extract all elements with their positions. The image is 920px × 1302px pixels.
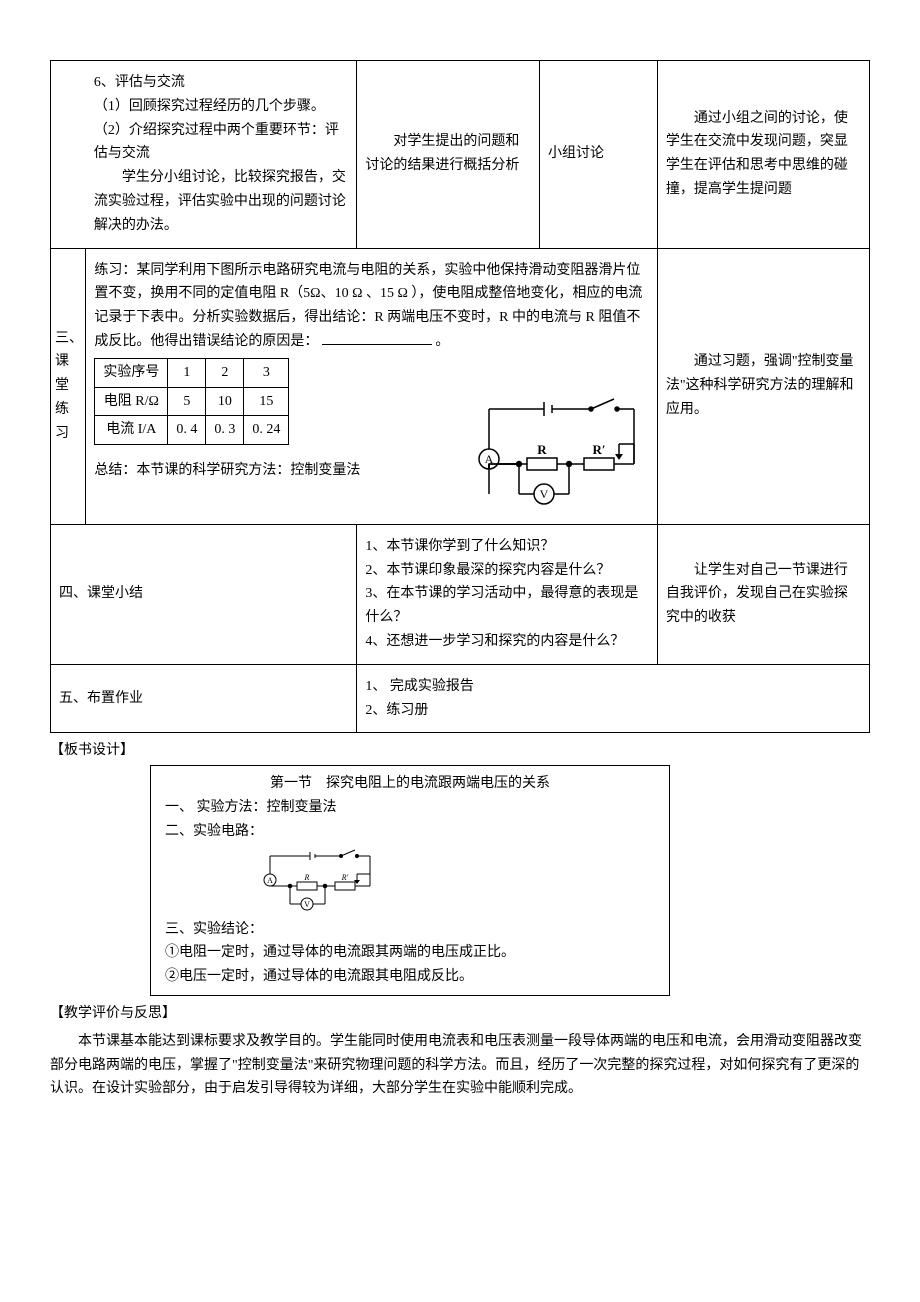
row2-col-d: 通过习题，强调"控制变量法"这种科学研究方法的理解和应用。 bbox=[657, 248, 869, 524]
voltmeter-label: V bbox=[540, 487, 549, 501]
row2-content: 练习：某同学利用下图所示电路研究电流与电阻的关系，实验中他保持滑动变阻器滑片位置… bbox=[86, 248, 658, 524]
experiment-data-table: 实验序号 1 2 3 电阻 R/Ω 5 10 15 电流 I/A bbox=[94, 358, 289, 445]
board-line3: 三、实验结论： bbox=[165, 918, 655, 942]
row1-col-d: 通过小组之间的讨论，使学生在交流中发现问题，突显学生在评估和思考中思维的碰撞，提… bbox=[657, 61, 869, 249]
data-td: 5 bbox=[168, 387, 206, 416]
row3-label: 四、课堂小结 bbox=[51, 524, 357, 664]
data-td: 0. 4 bbox=[168, 416, 206, 445]
row2-label: 三、课堂练习 bbox=[51, 248, 86, 524]
row3-q: 1、本节课你学到了什么知识？ bbox=[365, 535, 648, 559]
mini-rp-label: R′ bbox=[341, 873, 349, 882]
table-row: 三、课堂练习 练习：某同学利用下图所示电路研究电流与电阻的关系，实验中他保持滑动… bbox=[51, 248, 870, 524]
ammeter-label: A bbox=[485, 452, 494, 466]
row1-a-line: 学生分小组讨论，比较探究报告，交流实验过程，评估实验中出现的问题讨论解决的办法。 bbox=[94, 166, 349, 237]
exercise-text: 练习：某同学利用下图所示电路研究电流与电阻的关系，实验中他保持滑动变阻器滑片位置… bbox=[94, 263, 642, 349]
row4-item: 2、练习册 bbox=[365, 699, 861, 723]
row3-questions: 1、本节课你学到了什么知识？ 2、本节课印象最深的探究内容是什么？ 3、在本节课… bbox=[357, 524, 657, 664]
row1-a-line: （1）回顾探究过程经历的几个步骤。 bbox=[94, 95, 349, 119]
row1-col-a: 6、评估与交流 （1）回顾探究过程经历的几个步骤。 （2）介绍探究过程中两个重要… bbox=[86, 61, 357, 249]
board-conclusion2: ②电压一定时，通过导体的电流跟其电阻成反比。 bbox=[165, 965, 655, 989]
row4-item: 1、 完成实验报告 bbox=[365, 675, 861, 699]
row3-q: 2、本节课印象最深的探究内容是什么？ bbox=[365, 559, 648, 583]
row3-q: 4、还想进一步学习和探究的内容是什么？ bbox=[365, 630, 648, 654]
reflection-header: 【教学评价与反思】 bbox=[50, 1002, 870, 1026]
mini-circuit-icon: A V R R′ bbox=[255, 846, 385, 916]
data-td: 15 bbox=[244, 387, 289, 416]
data-th: 2 bbox=[206, 358, 244, 387]
data-td: 0. 3 bbox=[206, 416, 244, 445]
data-td: 电流 I/A bbox=[95, 416, 168, 445]
mini-v-label: V bbox=[304, 900, 310, 909]
exercise-summary: 总结：本节课的科学研究方法：控制变量法 bbox=[94, 459, 449, 483]
board-design-box: 第一节 探究电阻上的电流跟两端电压的关系 一、 实验方法：控制变量法 二、实验电… bbox=[150, 765, 670, 996]
row1-a-line: （2）介绍探究过程中两个重要环节：评估与交流 bbox=[94, 119, 349, 167]
row1-label-cell bbox=[51, 61, 86, 249]
lesson-plan-table: 6、评估与交流 （1）回顾探究过程经历的几个步骤。 （2）介绍探究过程中两个重要… bbox=[50, 60, 870, 733]
board-line2: 二、实验电路： bbox=[165, 820, 655, 844]
row1-a-line: 6、评估与交流 bbox=[94, 71, 349, 95]
blank-fill bbox=[322, 344, 432, 345]
exercise-tail: 。 bbox=[435, 334, 449, 349]
row1-col-c: 小组讨论 bbox=[540, 61, 658, 249]
data-td: 10 bbox=[206, 387, 244, 416]
data-th: 3 bbox=[244, 358, 289, 387]
board-line1: 一、 实验方法：控制变量法 bbox=[165, 796, 655, 820]
table-row: 五、布置作业 1、 完成实验报告 2、练习册 bbox=[51, 664, 870, 733]
board-conclusion1: ①电阻一定时，通过导体的电流跟其两端的电压成正比。 bbox=[165, 941, 655, 965]
board-title: 第一节 探究电阻上的电流跟两端电压的关系 bbox=[165, 772, 655, 796]
rheostat-label: R′ bbox=[592, 442, 605, 457]
data-td: 电阻 R/Ω bbox=[95, 387, 168, 416]
row3-col-d: 让学生对自己一节课进行自我评价，发现自己在实验探究中的收获 bbox=[657, 524, 869, 664]
row4-label: 五、布置作业 bbox=[51, 664, 357, 733]
table-row: 6、评估与交流 （1）回顾探究过程经历的几个步骤。 （2）介绍探究过程中两个重要… bbox=[51, 61, 870, 249]
board-design-header: 【板书设计】 bbox=[50, 739, 870, 763]
row3-q: 3、在本节课的学习活动中，最得意的表现是什么？ bbox=[365, 582, 648, 630]
resistor-r-label: R bbox=[537, 442, 547, 457]
row1-col-b: 对学生提出的问题和讨论的结果进行概括分析 bbox=[357, 61, 540, 249]
mini-r-label: R bbox=[304, 873, 310, 882]
mini-a-label: A bbox=[267, 876, 273, 885]
circuit-diagram-icon: A V R R′ bbox=[469, 394, 649, 514]
data-th: 1 bbox=[168, 358, 206, 387]
row4-items: 1、 完成实验报告 2、练习册 bbox=[357, 664, 870, 733]
reflection-body: 本节课基本能达到课标要求及教学目的。学生能同时使用电流表和电压表测量一段导体两端… bbox=[50, 1030, 870, 1101]
data-td: 0. 24 bbox=[244, 416, 289, 445]
table-row: 四、课堂小结 1、本节课你学到了什么知识？ 2、本节课印象最深的探究内容是什么？… bbox=[51, 524, 870, 664]
data-th: 实验序号 bbox=[95, 358, 168, 387]
